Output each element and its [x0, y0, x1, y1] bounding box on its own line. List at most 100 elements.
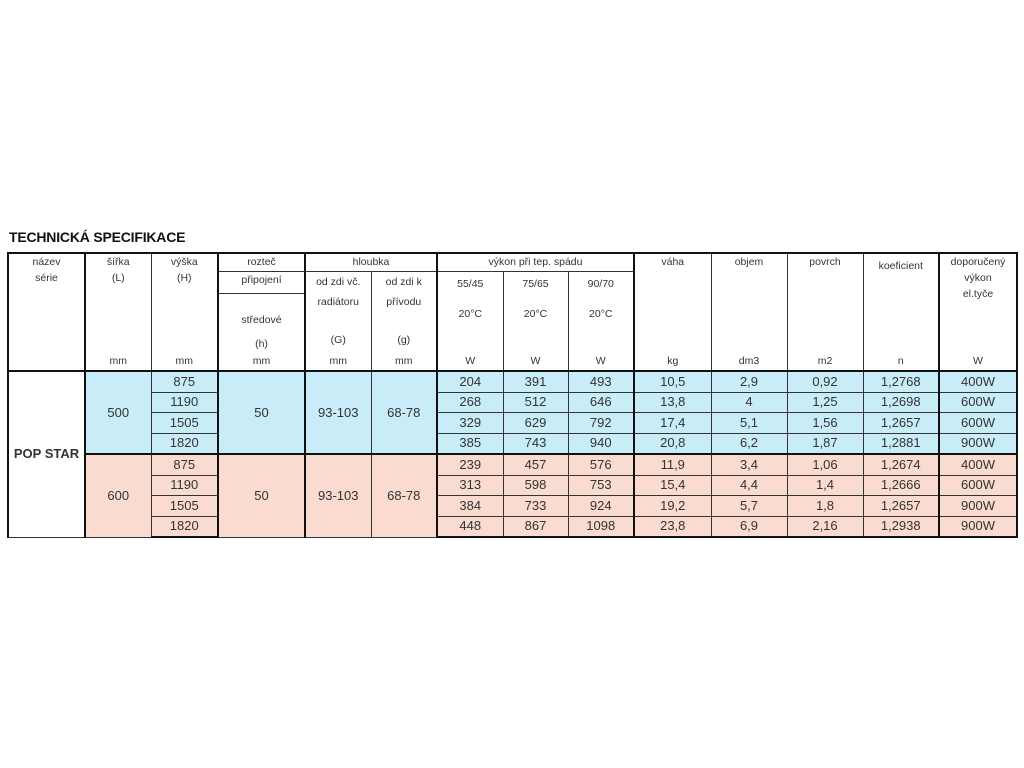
- cell-vyska: 1190: [150, 474, 219, 496]
- cell-objem: 6,9: [710, 515, 788, 538]
- cell-koeficient: 1,2657: [862, 495, 940, 517]
- cell-vyska: 875: [150, 370, 219, 393]
- cell-vyska: 875: [150, 453, 219, 476]
- cell-sirka: 600: [84, 453, 152, 538]
- table-row: 1820 448 867 1098 23,8 6,9 2,16 1,2938 900W: [8, 515, 1018, 538]
- cell-objem: 4,4: [710, 474, 788, 496]
- cell-90-70: 792: [567, 412, 635, 434]
- header-vyska: výška (H) mm: [150, 252, 219, 372]
- header-sirka: šířka (L) mm: [84, 252, 152, 372]
- cell-objem: 5,1: [710, 412, 788, 434]
- cell-objem: 4: [710, 391, 788, 413]
- header-hloubka-G: od zdi vč. radiátoru (G) mm: [304, 270, 372, 372]
- header-nazev: název série: [7, 252, 86, 372]
- cell-vaha: 10,5: [633, 370, 712, 393]
- cell-hloubka-g: 68-78: [370, 453, 438, 538]
- cell-povrch: 1,87: [786, 432, 864, 455]
- header-hloubka: hloubka: [304, 252, 438, 272]
- cell-doporuceny: 900W: [938, 515, 1018, 538]
- table-row: 1505 329 629 792 17,4 5,1 1,56 1,2657 600W: [8, 412, 1018, 434]
- spec-table: název série šířka (L) mm výška (H) mm rozteč …: [7, 252, 1018, 538]
- cell-75-65: 733: [502, 495, 569, 517]
- cell-vyska: 1505: [150, 495, 219, 517]
- cell-koeficient: 1,2698: [862, 391, 940, 413]
- cell-objem: 2,9: [710, 370, 788, 393]
- cell-povrch: 0,92: [786, 370, 864, 393]
- cell-75-65: 512: [502, 391, 569, 413]
- table-row: 1820 385 743 940 20,8 6,2 1,87 1,2881 900W: [8, 432, 1018, 455]
- series-name: POP STAR: [7, 370, 86, 538]
- cell-doporuceny: 900W: [938, 432, 1018, 455]
- cell-90-70: 940: [567, 432, 635, 455]
- cell-doporuceny: 600W: [938, 412, 1018, 434]
- cell-vaha: 19,2: [633, 495, 712, 517]
- cell-doporuceny: 400W: [938, 370, 1018, 393]
- cell-55-45: 204: [436, 370, 504, 393]
- cell-vaha: 11,9: [633, 453, 712, 476]
- cell-90-70: 493: [567, 370, 635, 393]
- cell-povrch: 1,56: [786, 412, 864, 434]
- cell-75-65: 867: [502, 515, 569, 538]
- table-row: 1190 268 512 646 13,8 4 1,25 1,2698 600W: [8, 391, 1018, 413]
- cell-povrch: 1,06: [786, 453, 864, 476]
- cell-povrch: 1,4: [786, 474, 864, 496]
- header-koeficient: koeficient n: [862, 252, 940, 372]
- cell-75-65: 457: [502, 453, 569, 476]
- cell-doporuceny: 600W: [938, 391, 1018, 413]
- cell-hloubka-G: 93-103: [304, 370, 372, 455]
- cell-koeficient: 1,2938: [862, 515, 940, 538]
- cell-55-45: 384: [436, 495, 504, 517]
- header-doporuceny: doporučený výkon el.tyče W: [938, 252, 1018, 372]
- cell-hloubka-g: 68-78: [370, 370, 438, 455]
- table-row: 1190 313 598 753 15,4 4,4 1,4 1,2666 600W: [8, 474, 1018, 496]
- cell-75-65: 629: [502, 412, 569, 434]
- cell-55-45: 448: [436, 515, 504, 538]
- cell-90-70: 646: [567, 391, 635, 413]
- cell-objem: 6,2: [710, 432, 788, 455]
- table-row: POP STAR 500 875 50 93-103 68-78 204 391 493 10,5…: [7, 370, 1018, 538]
- cell-vyska: 1505: [150, 412, 219, 434]
- table-row: 1505 384 733 924 19,2 5,7 1,8 1,2657 900W: [8, 495, 1018, 517]
- cell-doporuceny: 900W: [938, 495, 1018, 517]
- cell-75-65: 598: [502, 474, 569, 496]
- cell-55-45: 313: [436, 474, 504, 496]
- cell-90-70: 1098: [567, 515, 635, 538]
- header-pripojeni: připojení: [217, 270, 306, 294]
- cell-vyska: 1190: [150, 391, 219, 413]
- cell-koeficient: 1,2674: [862, 453, 940, 476]
- cell-90-70: 753: [567, 474, 635, 496]
- cell-objem: 3,4: [710, 453, 788, 476]
- cell-90-70: 924: [567, 495, 635, 517]
- cell-vaha: 13,8: [633, 391, 712, 413]
- cell-55-45: 239: [436, 453, 504, 476]
- cell-povrch: 1,8: [786, 495, 864, 517]
- cell-75-65: 743: [502, 432, 569, 455]
- header-spad-90-70: 90/70 20°C W: [567, 270, 635, 372]
- cell-koeficient: 1,2768: [862, 370, 940, 393]
- cell-povrch: 2,16: [786, 515, 864, 538]
- page-title: TECHNICKÁ SPECIFIKACE: [9, 229, 186, 245]
- cell-roztec: 50: [217, 453, 306, 538]
- header-objem: objem dm3: [710, 252, 788, 372]
- cell-roztec: 50: [217, 370, 306, 455]
- table-row: 600 875 50 93-103 68-78 239 457 576 11,9 3,4 1,06 1…: [8, 453, 1018, 538]
- header-spad-55-45: 55/45 20°C W: [436, 270, 504, 372]
- cell-vyska: 1820: [150, 432, 219, 455]
- cell-55-45: 329: [436, 412, 504, 434]
- cell-hloubka-G: 93-103: [304, 453, 372, 538]
- header-vaha: váha kg: [633, 252, 712, 372]
- cell-55-45: 385: [436, 432, 504, 455]
- cell-vaha: 15,4: [633, 474, 712, 496]
- cell-vaha: 17,4: [633, 412, 712, 434]
- header-vykon: výkon při tep. spádu: [436, 252, 635, 272]
- cell-doporuceny: 600W: [938, 474, 1018, 496]
- cell-doporuceny: 400W: [938, 453, 1018, 476]
- header-roztec: rozteč: [217, 252, 306, 272]
- cell-koeficient: 1,2657: [862, 412, 940, 434]
- header-povrch: povrch m2: [786, 252, 864, 372]
- cell-koeficient: 1,2666: [862, 474, 940, 496]
- cell-sirka: 500: [84, 370, 152, 455]
- cell-vaha: 20,8: [633, 432, 712, 455]
- cell-75-65: 391: [502, 370, 569, 393]
- header-hloubka-g: od zdi k přívodu (g) mm: [370, 270, 438, 372]
